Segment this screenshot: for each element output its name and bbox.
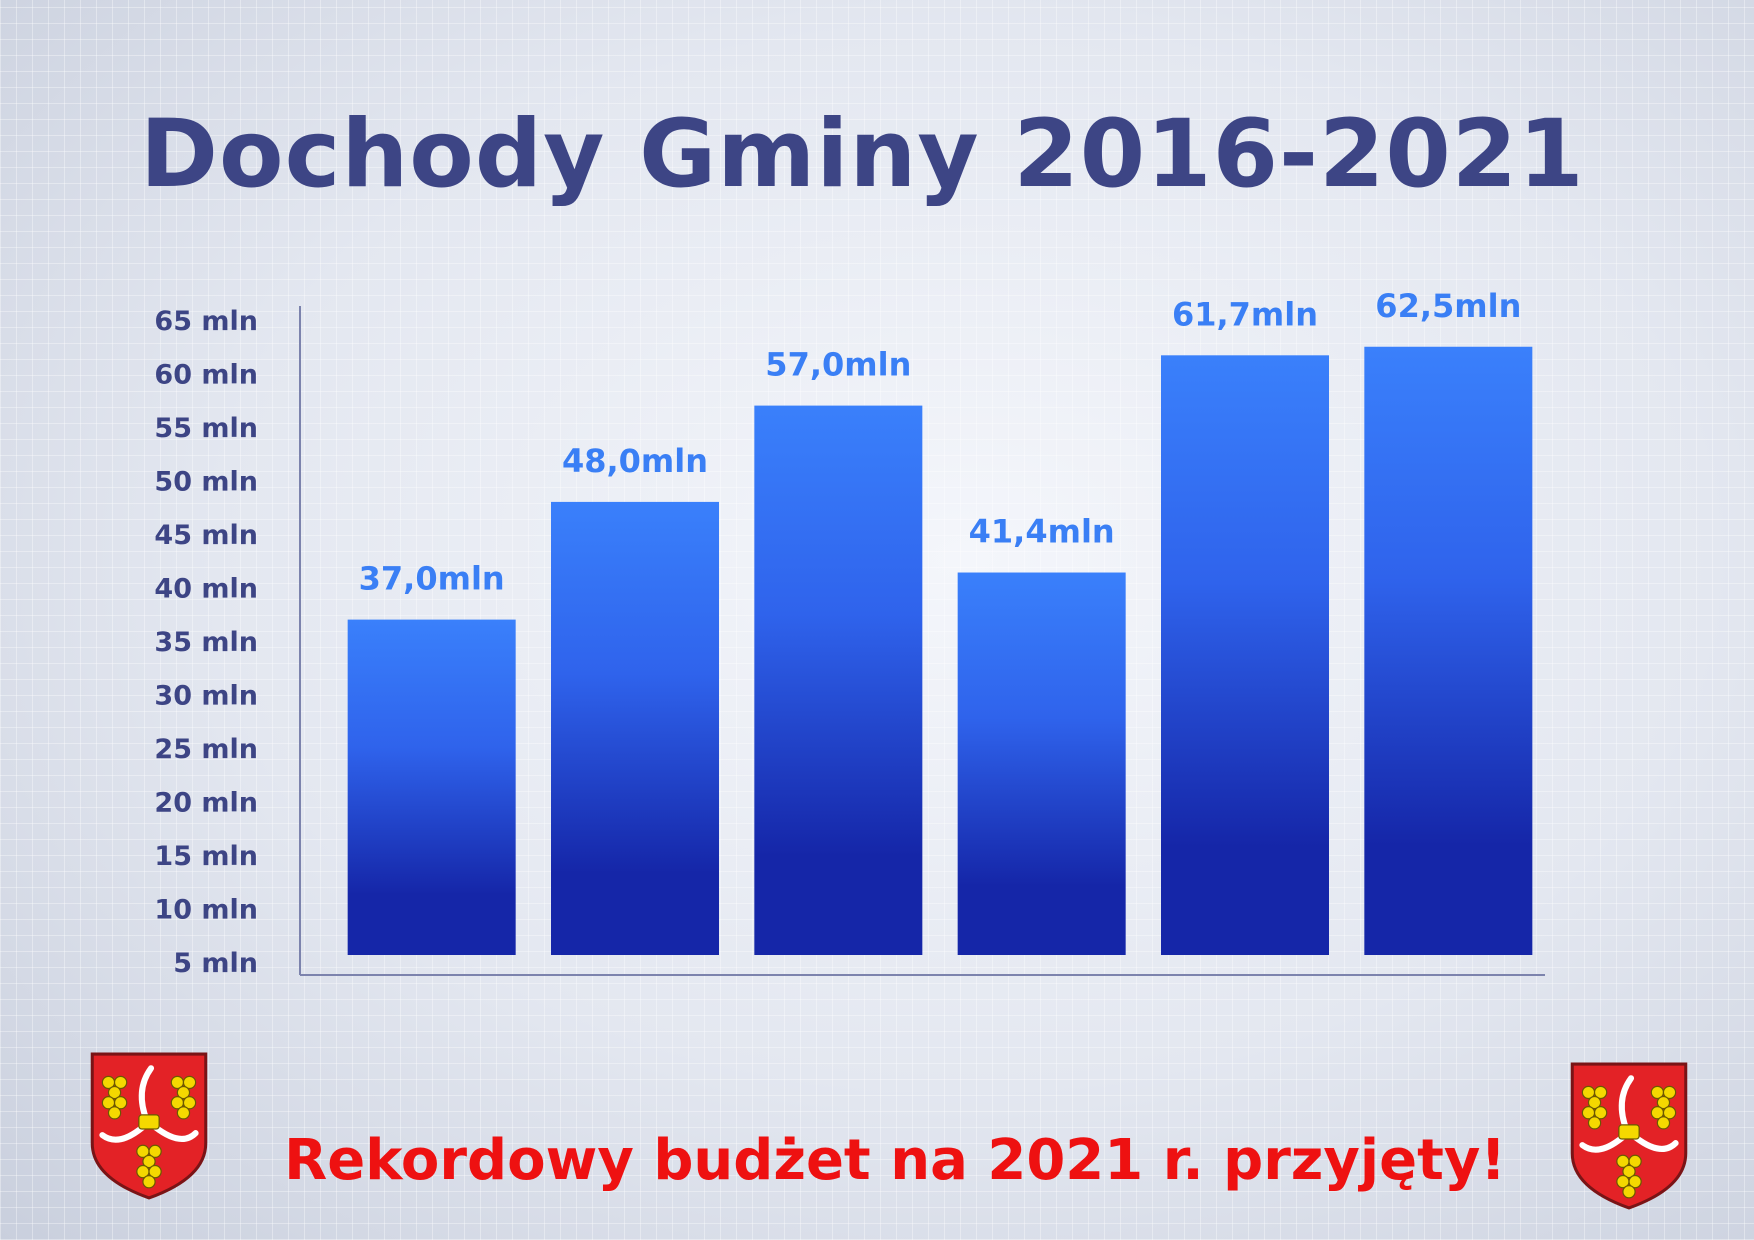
data-label: 48,0mln	[562, 442, 708, 480]
bar-2019	[957, 572, 1126, 955]
y-tick-label: 5 mln	[173, 948, 258, 979]
y-tick-label: 50 mln	[154, 467, 258, 498]
y-tick-label: 30 mln	[154, 681, 258, 712]
coat-of-arms-icon	[90, 1052, 208, 1200]
slogan-text: Rekordowy budżet na 2021 r. przyjęty!	[284, 1128, 1506, 1193]
y-tick-label: 55 mln	[154, 413, 258, 444]
y-tick-label: 40 mln	[154, 574, 258, 605]
bar-2017	[551, 501, 719, 955]
data-label: 61,7mln	[1172, 295, 1318, 333]
y-tick-label: 45 mln	[154, 520, 258, 551]
data-labels: 37,0mln 48,0mln 57,0mln 41,4mln 61,7mln 62,5m…	[359, 287, 1522, 598]
data-label: 41,4mln	[969, 513, 1115, 551]
bar-2021	[1364, 346, 1533, 955]
y-tick-label: 60 mln	[154, 360, 258, 391]
bars	[347, 346, 1533, 956]
bar-chart: 5 mln 10 mln 15 mln 20 mln 25 mln 30 mln 35 ml…	[154, 287, 1545, 979]
data-label: 57,0mln	[765, 346, 911, 384]
chart-title: Dochody Gminy 2016-2021	[140, 100, 1585, 209]
bar-2020	[1161, 355, 1329, 955]
y-tick-label: 65 mln	[154, 306, 258, 337]
y-tick-label: 35 mln	[154, 627, 258, 658]
y-tick-label: 20 mln	[154, 788, 258, 819]
data-label: 62,5mln	[1375, 287, 1521, 325]
bar-2016	[347, 619, 516, 955]
y-tick-label: 15 mln	[154, 841, 258, 872]
data-label: 37,0mln	[359, 560, 505, 598]
y-tick-label: 10 mln	[154, 895, 258, 926]
coat-of-arms-icon	[1570, 1062, 1688, 1210]
bar-2018	[754, 405, 923, 956]
y-tick-label: 25 mln	[154, 734, 258, 765]
y-tick-labels: 5 mln 10 mln 15 mln 20 mln 25 mln 30 mln 35 ml…	[154, 306, 258, 979]
